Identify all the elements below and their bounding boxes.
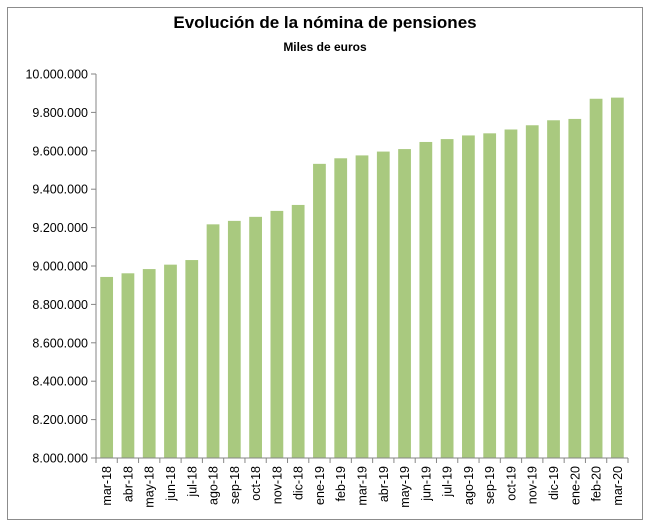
bar-dic-19 bbox=[547, 120, 560, 458]
x-tick-label: abr-19 bbox=[377, 466, 391, 502]
x-tick-label: oct-18 bbox=[249, 466, 263, 501]
x-tick-label: may-18 bbox=[143, 466, 157, 508]
x-tick-label: oct-19 bbox=[504, 466, 518, 501]
x-tick-label: sep-18 bbox=[228, 466, 242, 504]
x-tick-label: jun-19 bbox=[419, 466, 433, 502]
bar-may-19 bbox=[398, 149, 411, 458]
bar-abr-18 bbox=[121, 273, 135, 458]
y-tick-label: 8.000.000 bbox=[32, 452, 88, 466]
bar-jun-18 bbox=[164, 264, 177, 458]
chart-title: Evolución de la nómina de pensiones bbox=[173, 13, 477, 32]
x-tick-label: ago-19 bbox=[462, 466, 476, 505]
x-tick-label: may-19 bbox=[398, 466, 412, 508]
y-tick-label: 9.400.000 bbox=[32, 183, 88, 197]
bar-may-18 bbox=[142, 269, 156, 458]
y-tick-label: 8.800.000 bbox=[32, 298, 88, 312]
y-tick-label: 9.600.000 bbox=[32, 144, 88, 158]
chart-subtitle: Miles de euros bbox=[283, 40, 367, 54]
bar-feb-19 bbox=[334, 158, 348, 458]
bar-ene-19 bbox=[313, 163, 326, 458]
bar-ago-18 bbox=[206, 224, 220, 458]
x-tick-label: jun-18 bbox=[164, 466, 178, 502]
x-tick-label: mar-18 bbox=[100, 466, 114, 506]
y-tick-label: 9.000.000 bbox=[32, 260, 88, 274]
bar-ene-20 bbox=[568, 118, 582, 458]
bars bbox=[100, 97, 624, 458]
bar-sep-19 bbox=[483, 133, 497, 458]
x-tick-label: dic-19 bbox=[547, 466, 561, 500]
bar-sep-18 bbox=[227, 220, 241, 458]
bar-jul-19 bbox=[440, 139, 454, 458]
x-tick-label: feb-19 bbox=[334, 466, 348, 501]
bar-abr-19 bbox=[376, 151, 390, 458]
x-axis: mar-18 abr-18 may-18 jun-18 jul-18 ago-18 sep-… bbox=[95, 457, 629, 508]
bar-mar-20 bbox=[610, 97, 624, 458]
bar-mar-18 bbox=[100, 276, 114, 458]
y-tick-label: 8.600.000 bbox=[32, 336, 88, 350]
bar-dic-18 bbox=[291, 204, 305, 458]
bar-nov-18 bbox=[270, 210, 284, 458]
x-tick-label: abr-18 bbox=[121, 466, 135, 502]
bar-mar-19 bbox=[355, 155, 369, 458]
x-tick-label: ago-18 bbox=[207, 466, 221, 505]
x-tick-label: mar-20 bbox=[611, 466, 625, 506]
y-tick-label: 8.200.000 bbox=[32, 413, 88, 427]
bar-oct-18 bbox=[249, 216, 262, 458]
bar-feb-20 bbox=[589, 98, 603, 458]
x-tick-label: mar-19 bbox=[356, 466, 370, 506]
x-tick-label: ene-19 bbox=[313, 466, 327, 505]
bar-oct-19 bbox=[504, 129, 518, 458]
x-tick-label: nov-18 bbox=[270, 466, 284, 504]
x-tick-label: jul-18 bbox=[185, 466, 199, 498]
y-tick-label: 9.200.000 bbox=[32, 221, 88, 235]
x-tick-label: nov-19 bbox=[526, 466, 540, 504]
x-tick-label: feb-20 bbox=[590, 466, 604, 501]
y-tick-label: 10.000.000 bbox=[25, 68, 88, 82]
y-tick-label: 8.400.000 bbox=[32, 375, 88, 389]
bar-jun-19 bbox=[419, 141, 433, 458]
x-tick-label: sep-19 bbox=[483, 466, 497, 504]
x-tick-label: jul-19 bbox=[441, 466, 455, 498]
x-tick-label: ene-20 bbox=[568, 466, 582, 505]
x-tick-label: dic-18 bbox=[292, 466, 306, 500]
bar-jul-18 bbox=[185, 260, 199, 458]
bar-ago-19 bbox=[462, 135, 475, 458]
y-tick-label: 9.800.000 bbox=[32, 106, 88, 120]
bar-nov-19 bbox=[525, 125, 539, 458]
y-axis: 8.000.000 8.200.000 8.400.000 8.600.000 8.80… bbox=[25, 68, 97, 466]
